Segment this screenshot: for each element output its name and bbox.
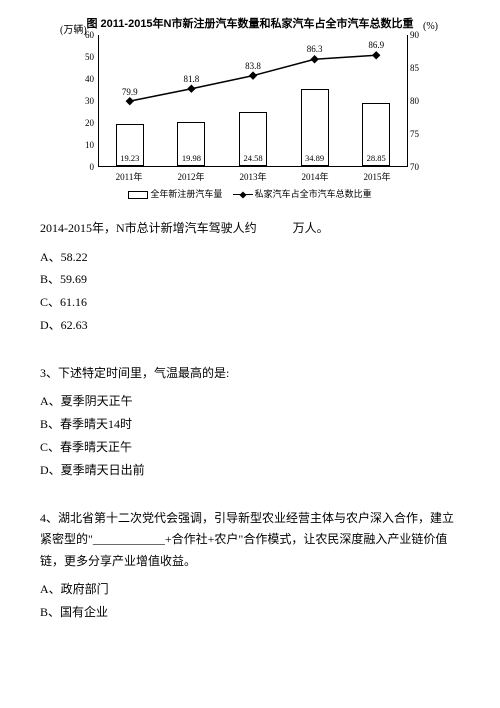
chart-container: 图 2011-2015年N市新注册汽车数量和私家汽车占全市汽车总数比重 (万辆)… [70,15,430,200]
legend-bar-label: 全年新注册汽车量 [150,189,222,199]
chart-legend: 全年新注册汽车量 私家汽车占全市汽车总数比重 [70,187,430,200]
q4-option-a: A、政府部门 [40,578,460,601]
y-right-tick: 75 [410,129,428,139]
x-tick: 2013年 [239,170,266,183]
y-right-tick: 85 [410,63,428,73]
y-left-tick: 50 [72,52,94,62]
y-right-tick: 90 [410,30,428,40]
q4-stem: 4、湖北省第十二次党代会强调，引导新型农业经营主体与农户深入合作，建立紧密型的"… [40,508,460,573]
y-right-tick: 70 [410,162,428,172]
y-left-tick: 40 [72,74,94,84]
line-series [99,35,407,166]
q2-option-b: B、59.69 [40,268,460,291]
y-left-tick: 10 [72,140,94,150]
question-2: 2014-2015年，N市总计新增汽车驾驶人约 万人。 A、58.22 B、59… [40,218,460,337]
q2-option-d: D、62.63 [40,314,460,337]
question-3: 3、下述特定时间里，气温最高的是: A、夏季阴天正午 B、春季晴天14时 C、春… [40,363,460,482]
y-left-tick: 30 [72,96,94,106]
question-4: 4、湖北省第十二次党代会强调，引导新型农业经营主体与农户深入合作，建立紧密型的"… [40,508,460,624]
chart-title: 图 2011-2015年N市新注册汽车数量和私家汽车占全市汽车总数比重 [70,15,430,31]
chart-area: (万辆) (%) 19.2319.9824.5834.8928.8579.981… [70,35,430,185]
y-left-tick: 60 [72,30,94,40]
q3-option-a: A、夏季阴天正午 [40,390,460,413]
legend-line-swatch [233,194,253,195]
q2-stem: 2014-2015年，N市总计新增汽车驾驶人约 万人。 [40,218,460,240]
line-value-label: 81.8 [184,74,200,84]
q3-option-d: D、夏季晴天日出前 [40,459,460,482]
y-left-tick: 0 [72,162,94,172]
q2-option-a: A、58.22 [40,246,460,269]
legend-bar-swatch [128,191,148,199]
legend-line-label: 私家汽车占全市汽车总数比重 [255,189,372,199]
q3-option-c: C、春季晴天正午 [40,436,460,459]
q2-option-c: C、61.16 [40,291,460,314]
x-tick: 2012年 [177,170,204,183]
y-left-tick: 20 [72,118,94,128]
x-tick: 2015年 [363,170,390,183]
line-value-label: 86.3 [307,44,323,54]
line-value-label: 83.8 [245,61,261,71]
y-right-tick: 80 [410,96,428,106]
q3-stem: 3、下述特定时间里，气温最高的是: [40,363,460,385]
line-value-label: 86.9 [368,40,384,50]
plot-area: 19.2319.9824.5834.8928.8579.981.883.886.… [98,35,408,167]
q3-option-b: B、春季晴天14时 [40,413,460,436]
x-tick: 2011年 [116,170,143,183]
x-tick: 2014年 [301,170,328,183]
q4-option-b: B、国有企业 [40,601,460,624]
line-value-label: 79.9 [122,87,138,97]
